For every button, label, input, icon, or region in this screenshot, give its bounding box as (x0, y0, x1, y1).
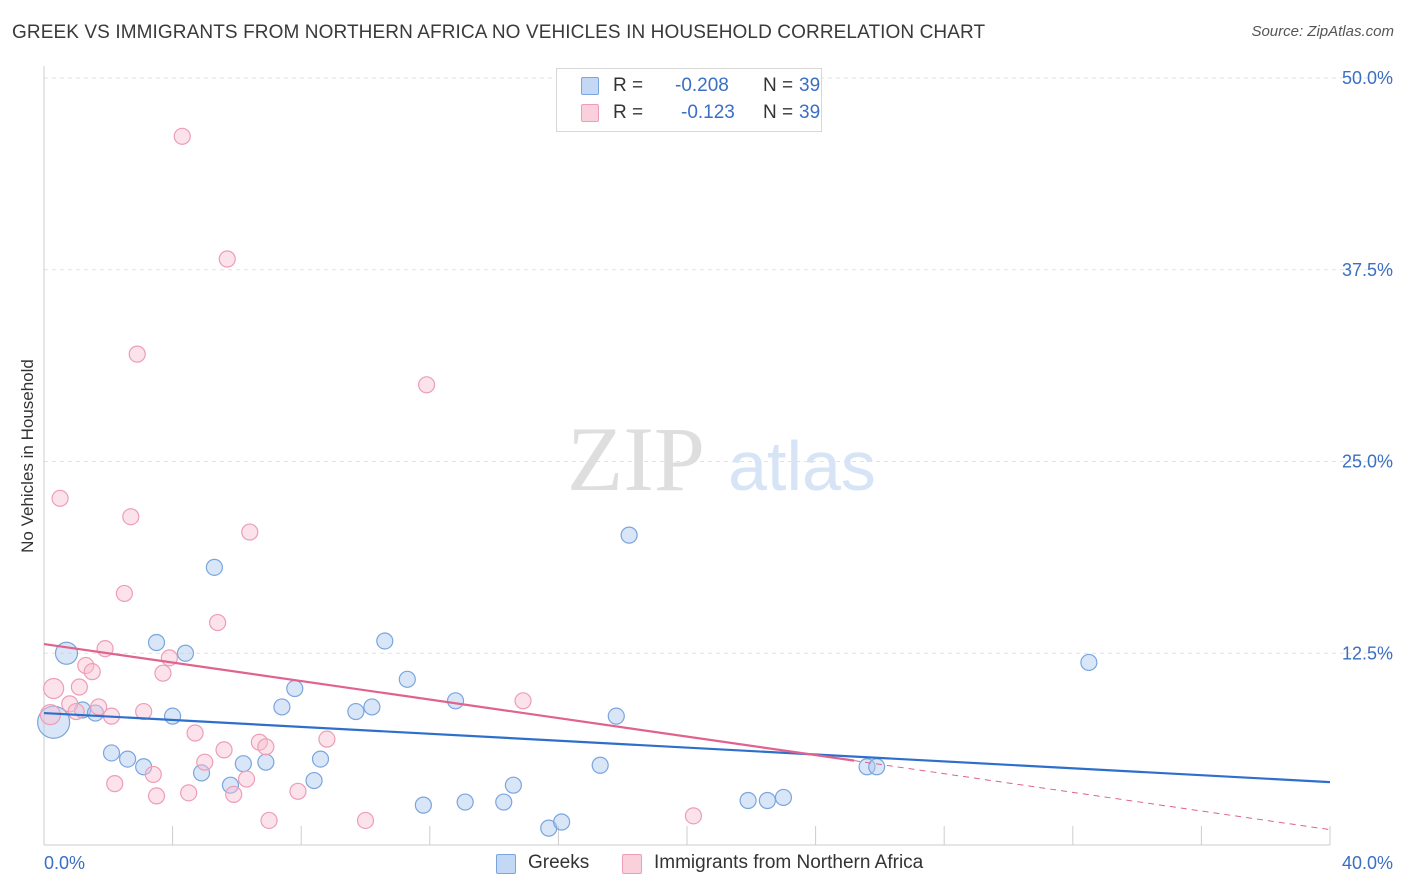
r-value: -0.208 (675, 75, 729, 96)
greeks-point (739, 791, 757, 810)
greeks-point (446, 692, 465, 710)
greeks-point (273, 698, 291, 716)
greeks-point (868, 758, 886, 776)
immigrants-legend-label: Immigrants from Northern Africa (654, 852, 924, 873)
watermark: ZIP atlas (567, 408, 876, 510)
greeks-point (118, 750, 137, 768)
greeks-swatch (581, 77, 599, 95)
immigrants-point (135, 702, 153, 721)
chart-title: GREEK VS IMMIGRANTS FROM NORTHERN AFRICA… (12, 22, 986, 43)
immigrants-point (237, 770, 256, 788)
n-value: 39 (799, 75, 821, 96)
y-tick-label: 25.0% (1342, 452, 1393, 472)
y-tick-label: 12.5% (1342, 643, 1393, 663)
greeks-point (758, 791, 776, 810)
immigrants-point (106, 775, 124, 793)
greeks-point (347, 702, 365, 721)
greeks-point (102, 744, 121, 762)
greeks-point (1080, 653, 1098, 672)
greeks-point (305, 771, 323, 790)
immigrants-point (173, 127, 191, 145)
greeks-point (607, 707, 625, 725)
immigrants-swatch (581, 104, 599, 122)
immigrants-point (122, 508, 140, 526)
greeks-point (553, 813, 571, 831)
immigrants-point (77, 656, 95, 675)
greeks-legend-label: Greeks (528, 852, 590, 873)
immigrants-trend-extension (854, 760, 1331, 831)
immigrants-point (144, 765, 162, 784)
immigrants-trend-line (43, 642, 855, 762)
immigrants-point (684, 807, 703, 825)
watermark-zip: ZIP (567, 408, 705, 510)
immigrants-point (51, 489, 69, 507)
greeks-point (620, 526, 638, 544)
greeks-point (147, 633, 166, 652)
immigrants-point (225, 785, 243, 803)
greeks-point (221, 776, 240, 794)
immigrants-point (218, 250, 236, 268)
immigrants-point (196, 753, 214, 771)
immigrants-point (83, 663, 101, 681)
x-tick-label: 40.0% (1342, 853, 1393, 873)
y-tick-label: 50.0% (1342, 68, 1393, 88)
greeks-point (398, 670, 416, 688)
greeks-point (504, 776, 522, 794)
greeks-point (234, 755, 252, 773)
greeks-point (311, 750, 330, 768)
greeks-point (591, 756, 609, 774)
greeks-point (414, 796, 432, 814)
immigrants-point (260, 811, 278, 830)
watermark-atlas: atlas (728, 427, 876, 505)
greeks-trend-line (43, 711, 1331, 784)
source-label: Source: ZipAtlas.com (1251, 23, 1394, 40)
immigrants-point (180, 784, 198, 802)
n-label: N = (763, 102, 794, 123)
immigrants-point (128, 345, 146, 363)
n-label: N = (763, 75, 794, 96)
immigrants-point (215, 741, 233, 759)
greeks-point (456, 793, 474, 811)
greeks-point (257, 753, 275, 771)
greeks-point (205, 558, 223, 576)
r-label: R = (613, 102, 644, 123)
immigrants-point (43, 677, 65, 700)
data-points (37, 127, 1098, 837)
r-value: -0.123 (681, 102, 735, 123)
immigrants-point (154, 664, 172, 682)
immigrants-point (115, 584, 133, 603)
n-value: 39 (799, 102, 821, 123)
tick-labels: 12.5% 25.0% 37.5% 50.0% 0.0% 40.0% (44, 68, 1393, 873)
greeks-point (376, 632, 394, 650)
immigrants-point (417, 376, 436, 394)
greeks-point (774, 788, 793, 807)
immigrants-point (289, 782, 307, 800)
immigrants-point (147, 787, 166, 805)
immigrants-point (67, 702, 85, 721)
trend-lines (43, 642, 1331, 831)
greeks-point (495, 793, 513, 811)
immigrants-point (241, 523, 259, 541)
immigrants-point (318, 730, 336, 748)
greeks-legend-swatch (496, 854, 516, 874)
immigrants-point (186, 724, 204, 742)
immigrants-point (356, 811, 375, 830)
greeks-point (363, 698, 381, 716)
immigrants-point (70, 678, 88, 696)
immigrants-point (257, 738, 275, 756)
greeks-point (176, 644, 195, 662)
r-label: R = (613, 75, 644, 96)
x-tick-label: 0.0% (44, 853, 85, 873)
correlation-legend: R = -0.208 N = 39 R = -0.123 N = 39 (556, 68, 822, 132)
immigrants-point (209, 613, 227, 632)
immigrants-point (514, 692, 532, 710)
greeks-point (164, 707, 182, 725)
greeks-point (192, 764, 211, 782)
y-tick-label: 37.5% (1342, 260, 1393, 280)
immigrants-legend-swatch (622, 854, 642, 874)
grid-lines (44, 77, 1392, 654)
greeks-point (286, 679, 304, 698)
